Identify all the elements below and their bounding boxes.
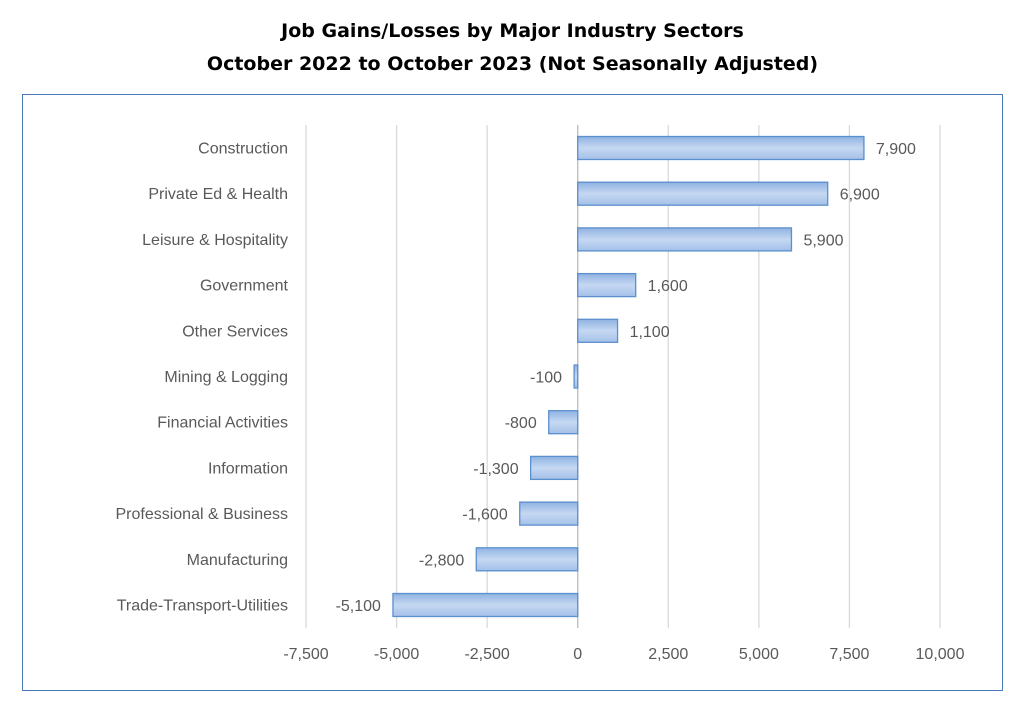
category-label: Private Ed & Health xyxy=(148,186,288,203)
category-label: Government xyxy=(200,278,289,295)
bar xyxy=(577,135,865,161)
data-label: -2,800 xyxy=(419,552,464,569)
data-label: -100 xyxy=(530,370,562,387)
chart-subtitle: October 2022 to October 2023 (Not Season… xyxy=(206,53,819,75)
x-tick-label: 7,500 xyxy=(829,646,869,663)
bar xyxy=(577,227,793,252)
bar xyxy=(577,181,829,206)
category-label: Financial Activities xyxy=(157,415,288,432)
bar xyxy=(529,455,579,481)
data-label: -1,600 xyxy=(462,507,507,524)
category-label: Other Services xyxy=(182,323,288,340)
x-tick-label: 2,500 xyxy=(648,646,688,663)
category-label: Construction xyxy=(198,141,288,158)
bar xyxy=(475,547,579,572)
x-tick-label: -2,500 xyxy=(464,646,509,663)
x-tick-label: -7,500 xyxy=(283,646,328,663)
category-label: Trade-Transport-Utilities xyxy=(117,598,288,615)
x-tick-label: 10,000 xyxy=(916,646,965,663)
bar xyxy=(577,272,637,298)
category-label: Manufacturing xyxy=(187,552,288,569)
data-label: 6,900 xyxy=(840,187,880,204)
bar xyxy=(548,410,579,435)
bar xyxy=(573,364,579,389)
data-label: -800 xyxy=(505,415,537,432)
data-label: -5,100 xyxy=(336,598,381,615)
category-label: Information xyxy=(208,460,288,477)
category-label: Professional & Business xyxy=(115,506,288,523)
data-label: 7,900 xyxy=(876,141,916,158)
x-tick-label: 0 xyxy=(573,646,582,663)
bar xyxy=(519,501,579,526)
chart-frame xyxy=(22,94,1003,691)
bar xyxy=(577,318,619,343)
data-label: 1,100 xyxy=(630,324,670,341)
x-tick-label: 5,000 xyxy=(739,646,779,663)
category-label: Leisure & Hospitality xyxy=(142,232,288,249)
bar xyxy=(392,592,579,618)
data-label: -1,300 xyxy=(473,461,518,478)
chart-title: Job Gains/Losses by Major Industry Secto… xyxy=(281,20,744,42)
data-label: 1,600 xyxy=(648,278,688,295)
category-label: Mining & Logging xyxy=(164,369,288,386)
data-label: 5,900 xyxy=(803,232,843,249)
x-tick-label: -5,000 xyxy=(374,646,419,663)
